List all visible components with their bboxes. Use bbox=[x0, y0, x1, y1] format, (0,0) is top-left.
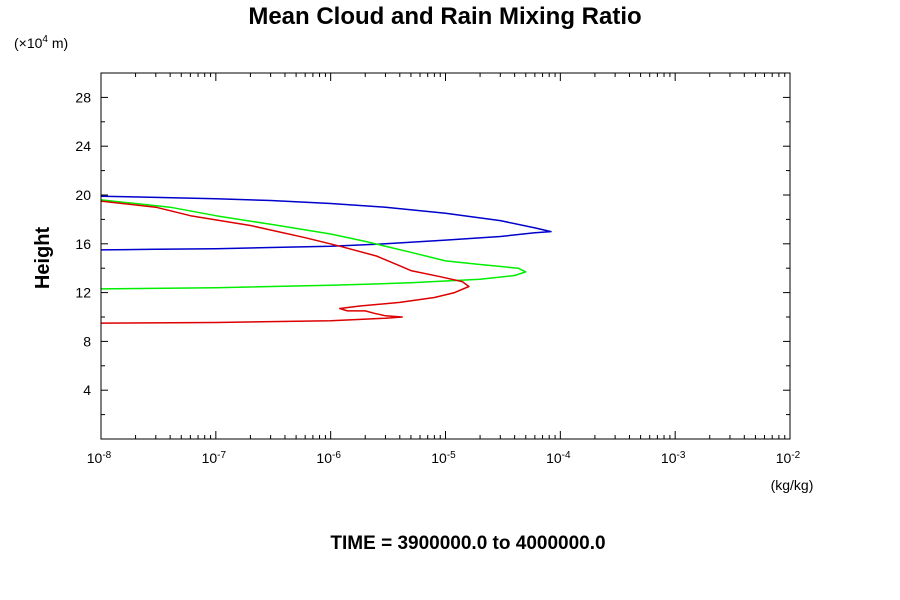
x-tick-label: 10-3 bbox=[661, 450, 686, 466]
plot-lines bbox=[100, 195, 552, 324]
x-units-label: (kg/kg) bbox=[771, 477, 814, 493]
y-axis-label: Height bbox=[32, 227, 54, 290]
x-tick-label: 10-6 bbox=[316, 450, 341, 466]
y-tick-label: 8 bbox=[83, 333, 91, 349]
y-scale-note: (×104 m) bbox=[14, 34, 68, 51]
x-tick-label: 10-5 bbox=[431, 450, 456, 466]
y-tick-label: 12 bbox=[75, 285, 91, 301]
chart-title: Mean Cloud and Rain Mixing Ratio bbox=[248, 3, 641, 30]
y-tick-labels: 4 8 12 16 20 24 28 bbox=[75, 89, 91, 398]
y-tick-label: 24 bbox=[75, 138, 91, 154]
series-line-1 bbox=[100, 195, 552, 251]
series-line-2 bbox=[100, 199, 527, 290]
x-tick-label: 10-8 bbox=[87, 450, 112, 466]
x-tick-labels: 10-8 10-7 10-6 10-5 10-4 10-3 10-2 bbox=[87, 450, 801, 466]
x-tick-label: 10-4 bbox=[546, 450, 571, 466]
x-tick-label: 10-7 bbox=[202, 450, 227, 466]
y-tick-label: 4 bbox=[83, 382, 91, 398]
plot-frame bbox=[100, 72, 791, 440]
time-label: TIME = 3900000.0 to 4000000.0 bbox=[330, 533, 605, 554]
axis-ticks bbox=[100, 73, 790, 439]
y-tick-label: 20 bbox=[75, 187, 91, 203]
x-tick-label: 10-2 bbox=[776, 450, 801, 466]
y-tick-label: 16 bbox=[75, 236, 91, 252]
y-tick-label: 28 bbox=[75, 89, 91, 105]
series-line-3 bbox=[100, 200, 470, 324]
